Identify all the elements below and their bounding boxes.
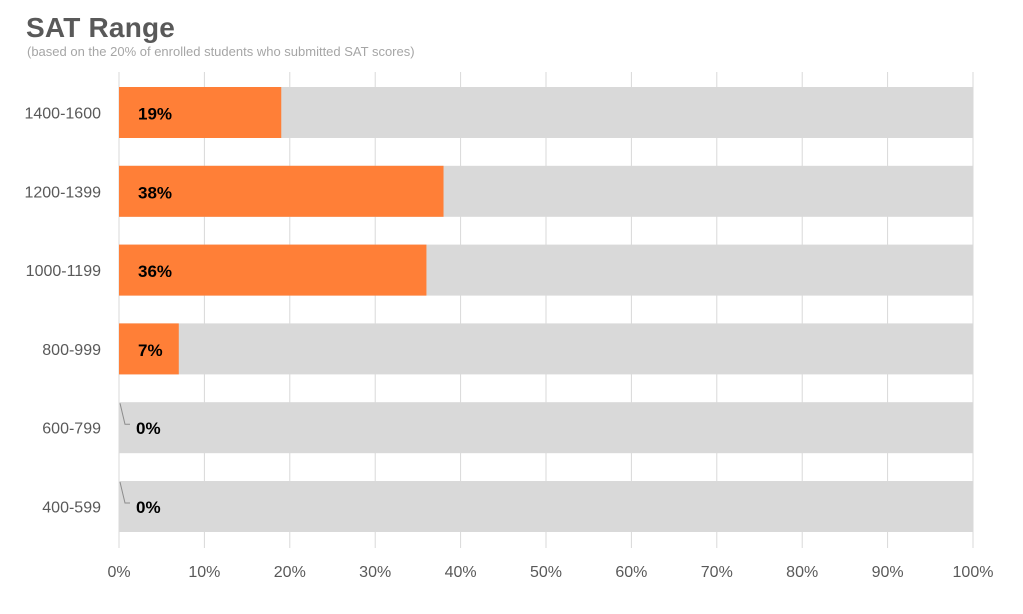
data-label: 38%: [138, 183, 172, 202]
category-label: 1400-1600: [24, 106, 101, 123]
category-label: 1000-1199: [26, 263, 101, 280]
bar: [119, 244, 427, 296]
category-label: 400-599: [42, 500, 101, 517]
category-label: 1200-1399: [24, 184, 101, 201]
bar-track: [119, 402, 973, 454]
bar-track: [119, 323, 973, 375]
x-tick-label: 80%: [786, 564, 818, 581]
bar: [119, 165, 444, 217]
data-label: 19%: [138, 105, 172, 124]
data-label: 7%: [138, 341, 163, 360]
x-tick-label: 30%: [359, 564, 391, 581]
x-tick-label: 0%: [107, 564, 130, 581]
leader-line: [119, 481, 130, 504]
x-tick-label: 100%: [953, 564, 994, 581]
x-tick-label: 20%: [274, 564, 306, 581]
x-tick-label: 10%: [188, 564, 220, 581]
chart-title: SAT Range: [26, 12, 176, 43]
data-label: 0%: [136, 498, 161, 517]
bar-track: [119, 481, 973, 532]
data-label: 36%: [138, 262, 172, 281]
x-tick-label: 40%: [445, 564, 477, 581]
leader-line: [119, 403, 130, 425]
bar: [119, 87, 282, 138]
bar: [119, 323, 179, 375]
category-label: 800-999: [42, 342, 101, 359]
x-tick-label: 70%: [701, 564, 733, 581]
category-label: 600-799: [42, 421, 101, 438]
data-label: 0%: [136, 419, 161, 438]
x-tick-label: 60%: [615, 564, 647, 581]
x-tick-label: 50%: [530, 564, 562, 581]
x-tick-label: 90%: [872, 564, 904, 581]
chart-subtitle: (based on the 20% of enrolled students w…: [27, 44, 415, 59]
